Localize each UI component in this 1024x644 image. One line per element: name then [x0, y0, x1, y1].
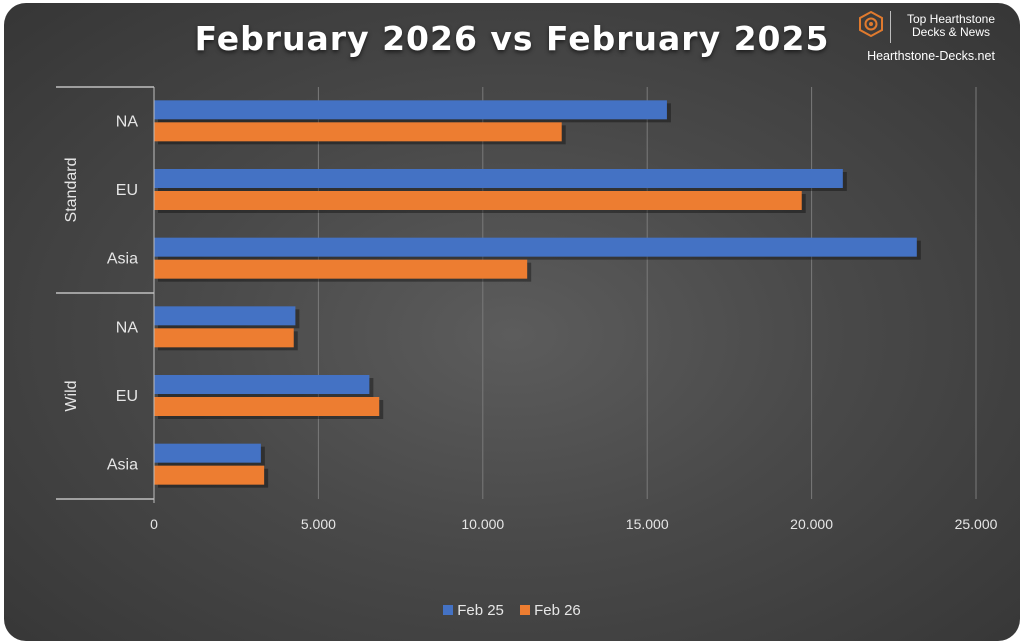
brand-name-line1: Top Hearthstone — [906, 12, 996, 26]
category-label: EU — [116, 388, 138, 405]
bar-feb-26 — [154, 328, 294, 348]
category-label: NA — [116, 113, 139, 130]
bar-chart: 0 5.000 10.000 15.000 20.000 25.000 NA EU Asia NA… — [56, 86, 998, 532]
bar-feb-25 — [154, 443, 261, 463]
x-tick-label: 25.000 — [955, 516, 998, 532]
category-label: NA — [116, 319, 139, 336]
x-tick-label: 0 — [150, 516, 158, 532]
bar-feb-25 — [154, 169, 843, 188]
bar-feb-26 — [154, 465, 265, 485]
bar-feb-26 — [154, 259, 528, 279]
category-label: EU — [116, 182, 138, 199]
bar-feb-26 — [154, 191, 802, 210]
brand-watermark: Top Hearthstone Decks & News Hearthstone… — [856, 9, 1006, 69]
bar-feb-26 — [154, 397, 380, 416]
category-label: Asia — [107, 251, 138, 268]
x-tick-label: 5.000 — [301, 516, 336, 532]
legend-item-feb26: Feb 26 — [520, 602, 581, 619]
chart-title: February 2026 vs February 2025 — [194, 19, 830, 58]
category-label: Asia — [107, 457, 138, 474]
group-label-wild: Wild — [63, 380, 80, 411]
legend-item-feb25: Feb 25 — [443, 602, 504, 619]
group-label-standard: Standard — [63, 158, 80, 223]
x-tick-label: 10.000 — [461, 516, 504, 532]
bar-feb-25 — [154, 375, 370, 394]
legend-swatch-feb26 — [520, 605, 531, 615]
x-tick-label: 20.000 — [790, 516, 833, 532]
x-tick-label: 15.000 — [626, 516, 669, 532]
bar-feb-25 — [154, 306, 296, 326]
bar-feb-25 — [154, 237, 917, 257]
chart-legend: Feb 25 Feb 26 — [4, 602, 1020, 619]
brand-name-line2: Decks & News — [911, 25, 991, 39]
legend-label-feb25: Feb 25 — [457, 602, 504, 619]
brand-divider — [890, 11, 891, 43]
legend-swatch-feb25 — [443, 605, 454, 615]
bar-feb-26 — [154, 122, 562, 142]
chart-card: February 2026 vs February 2025 Top Heart… — [4, 3, 1020, 641]
bar-feb-25 — [154, 100, 667, 120]
brand-url: Hearthstone-Decks.net — [867, 49, 995, 63]
hearthstone-logo-icon — [859, 11, 883, 37]
legend-label-feb26: Feb 26 — [534, 602, 581, 619]
